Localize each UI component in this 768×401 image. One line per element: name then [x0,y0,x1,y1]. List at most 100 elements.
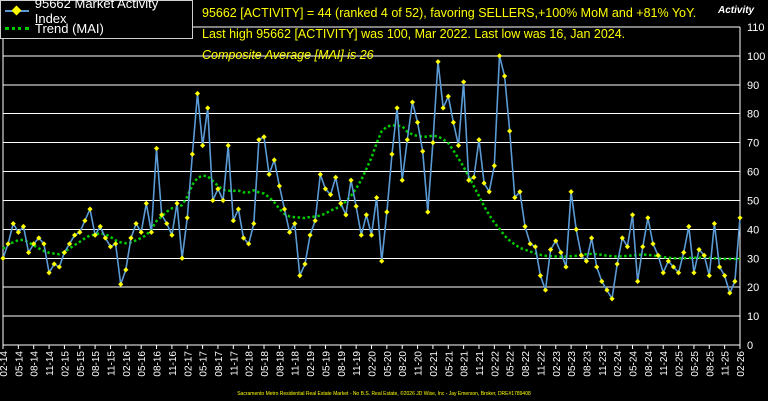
data-point-marker [5,241,11,247]
x-tick-label: 11-24 [659,351,670,376]
data-point-marker [41,241,47,247]
data-point-marker [435,59,441,65]
data-point-marker [450,119,456,125]
data-point-marker [379,258,385,264]
data-point-marker [563,264,569,270]
data-point-marker [675,270,682,276]
y-tick-label: 0 [747,340,753,352]
data-point-marker [20,223,27,230]
data-point-marker [51,261,57,267]
data-point-marker [368,232,375,238]
footer-credit: Sacramento Metro Residential Real Estate… [237,391,531,397]
data-point-marker [302,261,308,267]
x-tick-label: 05-20 [383,351,394,377]
data-point-marker [246,241,252,247]
data-point-marker [737,215,743,221]
data-point-marker [194,90,201,97]
data-point-marker [36,235,42,241]
x-tick-label: 02-16 [122,351,133,377]
legend: 95662 Market Activity Index Trend (MAI) [0,0,193,39]
x-tick-label: 05-25 [690,351,701,377]
x-tick-label: 11-20 [414,351,425,376]
data-point-marker [92,232,98,238]
data-point-marker [276,183,282,189]
x-tick-label: 08-22 [521,351,532,377]
data-point-marker [522,223,528,230]
data-point-marker [629,212,636,218]
data-point-marker [348,177,354,183]
data-point-marker [189,151,195,157]
data-point-marker [686,223,692,230]
x-tick-label: 11-17 [229,351,240,376]
data-point-marker [133,220,139,227]
data-point-marker [138,229,144,235]
y-tick-label: 110 [747,22,765,34]
data-point-marker [312,218,318,224]
series-swatch-icon [5,5,29,17]
x-tick-label: 02-25 [675,351,686,377]
data-point-marker [225,142,231,149]
data-point-marker [322,186,329,192]
data-point-marker [670,264,677,270]
x-tick-label: 02-19 [306,351,317,377]
x-tick-label: 05-23 [567,351,578,377]
data-point-marker [251,220,257,227]
x-axis-tick-labels: 02-14 05-14 08-14 11-14 02-15 05-15 08-15 11-15… [0,345,747,377]
x-tick-label: 08-17 [214,351,225,377]
x-tick-label: 08-20 [398,351,409,377]
data-point-marker [640,244,646,250]
data-point-marker [599,278,605,284]
data-point-marker [655,252,661,258]
data-point-marker [118,281,124,287]
y-axis-tick-labels: 0 10 20 30 40 50 60 70 80 90 100 110 [747,22,765,352]
y-tick-label: 10 [747,311,759,323]
data-point-marker [604,287,610,293]
data-point-marker [72,232,78,238]
data-point-marker [583,258,590,264]
x-tick-label: 05-19 [321,351,332,377]
data-point-marker [25,249,32,256]
data-point-marker [281,206,288,212]
data-point-marker [727,290,733,296]
x-tick-label: 08-21 [460,351,471,377]
x-tick-label: 08-23 [582,351,593,377]
annotation-high-low: Last high 95662 [ACTIVITY] was 100, Mar … [202,27,626,41]
x-tick-label: 08-16 [153,351,164,377]
x-tick-label: 11-23 [598,351,609,376]
x-tick-label: 11-21 [475,351,486,376]
data-point-marker [696,247,702,253]
x-tick-label: 05-21 [444,351,455,377]
trend-line [2,124,740,261]
data-point-marker [307,232,313,238]
x-tick-label: 11-25 [721,351,732,376]
data-point-marker [164,220,170,227]
data-point-marker [102,235,108,241]
x-tick-label: 08-15 [91,351,102,377]
x-tick-label: 05-14 [14,351,25,377]
data-point-marker [481,180,487,186]
data-point-marker [665,258,671,264]
data-point-marker [409,99,416,105]
data-point-marker [532,244,538,250]
data-point-marker [333,174,339,180]
data-point-marker [153,145,160,152]
data-point-marker [159,212,165,218]
x-tick-label: 05-22 [506,351,517,377]
x-tick-label: 11-19 [352,351,363,376]
data-point-marker [681,249,687,256]
data-point-marker [624,244,631,250]
data-point-marker [706,273,712,279]
x-tick-label: 11-14 [45,351,56,376]
x-tick-label: 05-15 [76,351,87,377]
data-point-marker [455,142,462,149]
legend-series-label: 95662 Market Activity Index [34,0,159,26]
data-point-marker [235,206,242,212]
data-point-marker [215,186,221,192]
data-point-marker [594,264,600,270]
x-tick-label: 08-24 [644,351,655,377]
data-point-marker [650,241,656,247]
data-point-marker [573,226,579,232]
x-tick-label: 02-22 [490,351,501,377]
data-point-marker [10,220,16,227]
data-point-marker [297,273,303,279]
